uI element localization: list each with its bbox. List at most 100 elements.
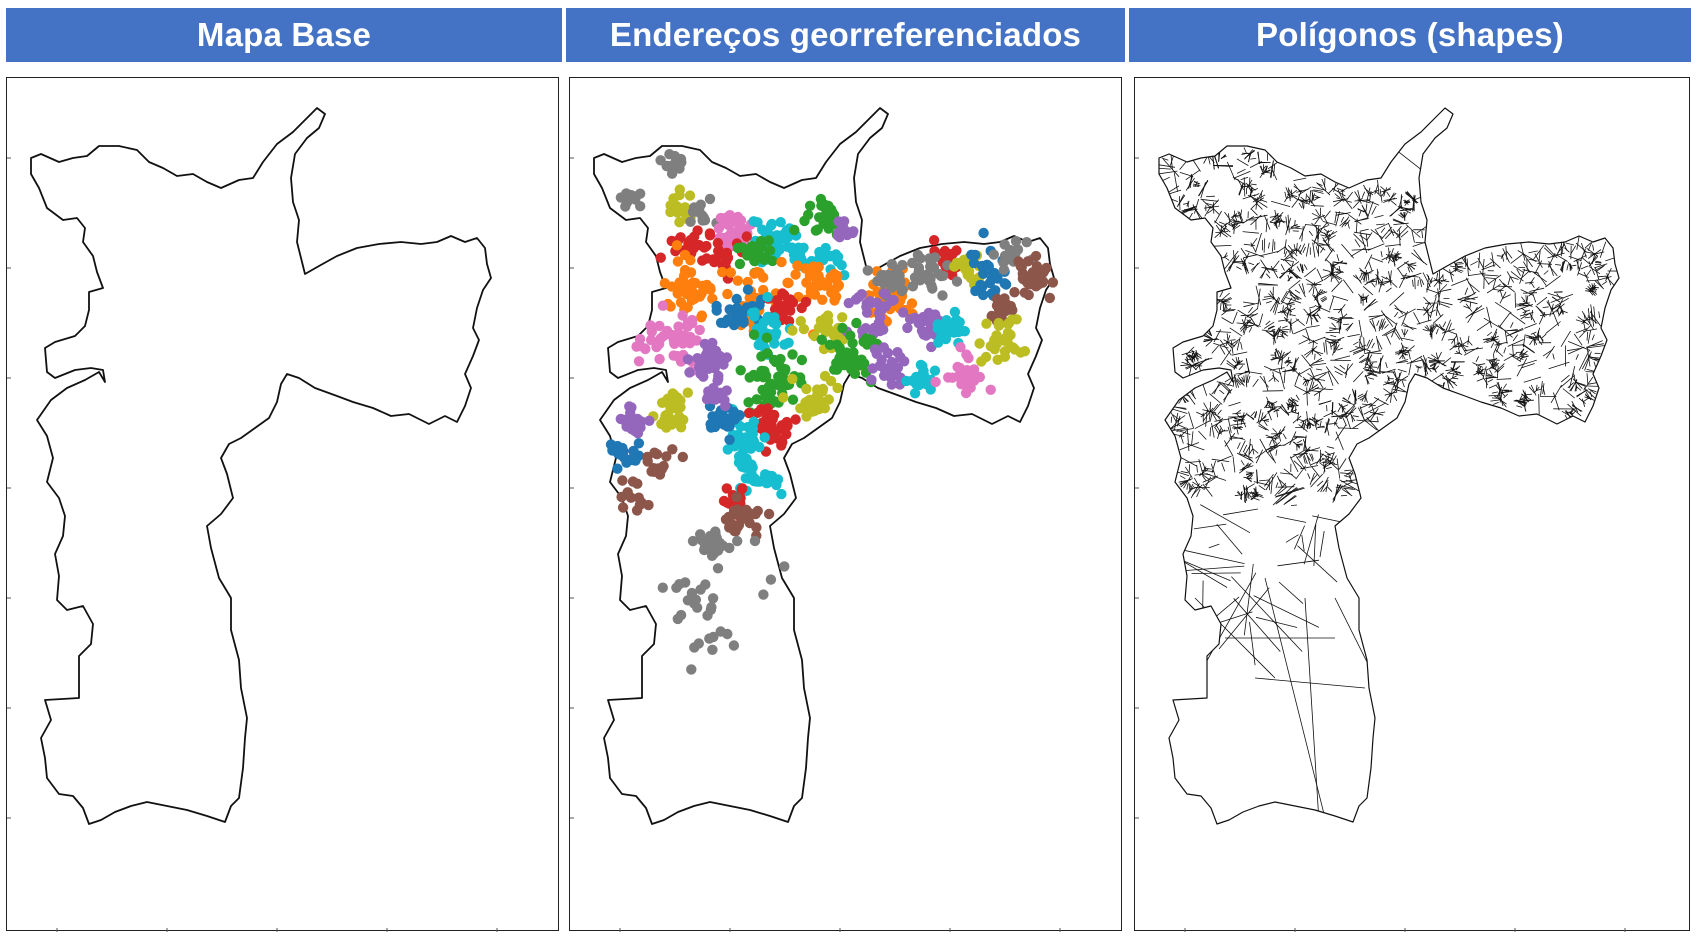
polygon-edge <box>1250 158 1257 160</box>
polygon-edge <box>1337 406 1342 413</box>
polygon-edge <box>1236 413 1241 419</box>
polygon-edge <box>1294 219 1296 226</box>
address-point <box>696 288 707 299</box>
address-point <box>883 269 894 281</box>
address-point <box>907 281 919 292</box>
address-point <box>985 384 996 395</box>
polygon-edge <box>1307 473 1311 479</box>
address-point <box>701 351 712 363</box>
polygon-edge <box>1416 308 1429 311</box>
polygon-edge <box>1532 293 1537 303</box>
polygon-edge <box>1229 414 1246 419</box>
polygon-edge <box>1374 397 1389 406</box>
address-point <box>892 362 904 373</box>
polygon-edge <box>1308 230 1314 237</box>
polygon-edge <box>1289 294 1299 301</box>
polygon-edge <box>1306 387 1308 406</box>
address-point <box>975 279 986 291</box>
polygon-edge <box>1503 393 1509 399</box>
polygon-edge <box>1291 189 1298 195</box>
address-point <box>783 337 794 348</box>
polygon-edge <box>1249 491 1256 494</box>
polygon-edge <box>1314 288 1322 299</box>
polygon-edge <box>1274 429 1285 437</box>
address-point <box>769 409 780 421</box>
polygon-edge <box>1326 452 1335 456</box>
polygon-edge <box>1243 243 1256 246</box>
polygon-edge <box>1289 456 1299 473</box>
polygon-edge <box>1223 508 1258 516</box>
polygon-edge <box>1250 262 1261 271</box>
polygon-edge <box>1341 416 1347 426</box>
polygon-edge <box>1245 489 1252 498</box>
polygon-edge <box>1545 345 1555 359</box>
polygon-edge <box>1316 295 1321 312</box>
polygon-edge <box>1203 402 1210 413</box>
polygon-edge <box>1427 308 1430 322</box>
polygon-edge <box>1259 313 1264 326</box>
polygon-edge <box>1278 581 1304 604</box>
polygon-edge <box>1299 223 1307 240</box>
polygon-edge <box>1359 228 1369 232</box>
polygon-edge <box>1249 316 1256 325</box>
polygon-edge <box>1226 161 1236 181</box>
polygon-edge <box>1287 400 1294 410</box>
polygon-edge <box>1305 243 1310 257</box>
polygon-edge <box>1272 328 1276 344</box>
polygon-edge <box>1194 353 1202 359</box>
polygon-edge <box>1249 177 1251 187</box>
polygon-edge <box>1240 247 1249 259</box>
polygon-edge <box>1581 257 1590 265</box>
polygon-edge <box>1542 306 1549 308</box>
polygon-edge <box>1437 288 1441 306</box>
polygon-edge <box>1242 484 1248 502</box>
polygon-edge <box>1486 306 1492 328</box>
polygon-edge <box>1244 370 1263 375</box>
address-point <box>949 306 961 318</box>
polygon-edge <box>1541 333 1547 339</box>
polygon-edge <box>1462 297 1476 300</box>
polygon-edge <box>1308 418 1316 420</box>
polygon-edge <box>1381 321 1386 331</box>
polygon-edge <box>1430 354 1439 360</box>
polygon-edge <box>1566 264 1569 271</box>
polygon-edge <box>1334 370 1343 376</box>
polygon-edge <box>1399 349 1412 352</box>
address-point <box>654 320 665 332</box>
polygon-edge <box>1585 290 1593 293</box>
polygon-edge <box>1359 396 1366 401</box>
polygon-edge <box>1593 306 1596 324</box>
polygon-edge <box>1523 376 1542 383</box>
address-point <box>860 323 871 334</box>
polygon-edge <box>1567 403 1582 417</box>
polygon-edge <box>1380 310 1394 327</box>
polygon-edge <box>1327 486 1333 492</box>
polygon-edge <box>1438 324 1447 334</box>
polygon-edge <box>1289 279 1301 290</box>
polygon-edge <box>1463 347 1479 356</box>
polygon-edge <box>1282 305 1284 312</box>
polygon-edge <box>1209 401 1212 420</box>
polygon-edge <box>1351 248 1372 251</box>
polygon-edge <box>1362 285 1374 296</box>
address-point <box>805 286 816 298</box>
polygon-edge <box>1384 231 1393 240</box>
polygon-edge <box>1308 336 1326 344</box>
polygon-edge <box>1192 183 1201 186</box>
address-point <box>771 479 782 491</box>
polygon-edge <box>1381 188 1391 193</box>
polygon-edge <box>1320 247 1325 253</box>
polygon-edge <box>1255 285 1262 306</box>
address-point <box>803 209 814 220</box>
polygon-edge <box>1380 251 1383 258</box>
polygon-edge <box>1308 421 1314 427</box>
polygon-edge <box>1343 487 1351 495</box>
polygon-edge <box>1219 303 1222 310</box>
polygon-edge <box>1419 276 1422 287</box>
polygon-edge <box>1285 307 1293 313</box>
polygon-edge <box>1545 275 1561 288</box>
polygon-edge <box>1281 331 1284 338</box>
polygon-edge <box>1268 446 1279 450</box>
polygon-edge <box>1349 344 1367 353</box>
polygon-edge <box>1245 250 1265 258</box>
